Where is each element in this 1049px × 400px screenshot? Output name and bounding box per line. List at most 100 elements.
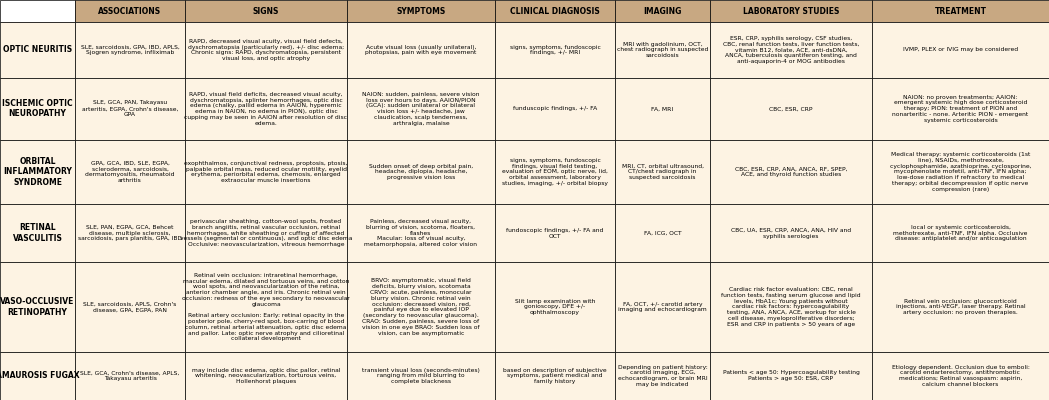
Text: Painless, decreased visual acuity,
blurring of vision, scotoma, floaters,
flashe: Painless, decreased visual acuity, blurr…: [364, 219, 477, 247]
Bar: [710, 352, 872, 400]
Bar: [495, 22, 615, 78]
Bar: [615, 22, 710, 78]
Text: RAPD, decreased visual acuity, visual field defects,
dyschromatopsia (particular: RAPD, decreased visual acuity, visual fi…: [188, 39, 344, 61]
Bar: [0, 352, 74, 400]
Text: ISCHEMIC OPTIC
NEUROPATHY: ISCHEMIC OPTIC NEUROPATHY: [2, 99, 72, 118]
Bar: [347, 22, 495, 78]
Text: may include disc edema, optic disc pallor, retinal
whitening, neovascularization: may include disc edema, optic disc pallo…: [192, 368, 340, 384]
Text: CLINICAL DIAGNOSIS: CLINICAL DIAGNOSIS: [510, 6, 600, 16]
Bar: [185, 352, 347, 400]
Bar: [495, 78, 615, 140]
Text: ASSOCIATIONS: ASSOCIATIONS: [99, 6, 162, 16]
Bar: [495, 352, 615, 400]
Bar: [74, 140, 185, 204]
Bar: [615, 78, 710, 140]
Bar: [872, 0, 1049, 22]
Text: VASO-OCCLUSIVE
RETINOPATHY: VASO-OCCLUSIVE RETINOPATHY: [0, 297, 74, 317]
Bar: [185, 0, 347, 22]
Bar: [615, 262, 710, 352]
Text: SLE, GCA, PAN, Takayasu
arteritis, EGPA, Crohn's disease,
GPA: SLE, GCA, PAN, Takayasu arteritis, EGPA,…: [82, 100, 178, 117]
Text: Slit lamp examination with
gonioscopy, DFE +/-
ophthalmoscopy: Slit lamp examination with gonioscopy, D…: [515, 299, 595, 315]
Bar: [495, 0, 615, 22]
Bar: [74, 352, 185, 400]
Bar: [74, 262, 185, 352]
Text: RAPD, visual field deficits, decreased visual acuity,
dyschromatopsia, splinter : RAPD, visual field deficits, decreased v…: [185, 92, 347, 126]
Text: Sudden onset of deep orbital pain,
headache, diplopia, headache,
progressive vis: Sudden onset of deep orbital pain, heada…: [369, 164, 473, 180]
Text: fundoscopic findings, +/- FA and
OCT: fundoscopic findings, +/- FA and OCT: [507, 228, 603, 238]
Text: ORBITAL
INFLAMMATORY
SYNDROME: ORBITAL INFLAMMATORY SYNDROME: [3, 157, 72, 187]
Bar: [872, 204, 1049, 262]
Text: FA, MRI: FA, MRI: [651, 106, 673, 111]
Text: TREATMENT: TREATMENT: [935, 6, 986, 16]
Bar: [710, 0, 872, 22]
Bar: [615, 204, 710, 262]
Bar: [0, 204, 74, 262]
Bar: [347, 352, 495, 400]
Bar: [347, 262, 495, 352]
Text: Etiology dependent. Occlusion due to emboli:
carotid endarterectomy, antithrombo: Etiology dependent. Occlusion due to emb…: [892, 365, 1029, 387]
Bar: [872, 262, 1049, 352]
Text: SIGNS: SIGNS: [253, 6, 279, 16]
Text: SLE, sarcoidosis, GPA, IBD, APLS,
Sjogren syndrome, infliximab: SLE, sarcoidosis, GPA, IBD, APLS, Sjogre…: [81, 44, 179, 55]
Bar: [872, 352, 1049, 400]
Bar: [872, 22, 1049, 78]
Bar: [74, 0, 185, 22]
Bar: [185, 22, 347, 78]
Text: based on description of subjective
symptoms, patient medical and
family history: based on description of subjective sympt…: [504, 368, 606, 384]
Bar: [710, 140, 872, 204]
Text: FA, OCT, +/- carotid artery
imaging and echocardiogram: FA, OCT, +/- carotid artery imaging and …: [618, 302, 707, 312]
Text: IMAGING: IMAGING: [643, 6, 682, 16]
Text: SYMPTOMS: SYMPTOMS: [397, 6, 446, 16]
Text: local or systemic corticosteroids,
methotrexate, anti-TNF, IFN alpha. Occlusive
: local or systemic corticosteroids, metho…: [894, 225, 1028, 242]
Text: ESR, CRP, syphilis serology, CSF studies,
CBC, renal function tests, liver funct: ESR, CRP, syphilis serology, CSF studies…: [723, 36, 859, 64]
Text: AMAUROSIS FUGAX: AMAUROSIS FUGAX: [0, 371, 80, 380]
Text: Depending on patient history:
carotid imaging, ECG,
echocardiogram, or brain MRI: Depending on patient history: carotid im…: [618, 365, 707, 387]
Text: Cardiac risk factor evaluation: CBC, renal
function tests, fasting serum glucose: Cardiac risk factor evaluation: CBC, ren…: [722, 287, 861, 327]
Text: Patients < age 50: Hypercoagulability testing
Patients > age 50: ESR, CRP: Patients < age 50: Hypercoagulability te…: [723, 370, 859, 381]
Bar: [615, 0, 710, 22]
Text: NAION: sudden, painless, severe vision
loss over hours to days. AAION/PION
(GCA): NAION: sudden, painless, severe vision l…: [362, 92, 479, 126]
Text: NAION: no proven treatments; AAION:
emergent systemic high dose corticosteroid
t: NAION: no proven treatments; AAION: emer…: [893, 95, 1029, 123]
Bar: [615, 140, 710, 204]
Bar: [710, 204, 872, 262]
Bar: [74, 78, 185, 140]
Bar: [872, 140, 1049, 204]
Text: perivascular sheathing, cotton-wool spots, frosted
branch angiitis, retinal vasc: perivascular sheathing, cotton-wool spot…: [179, 219, 352, 247]
Text: FA, ICG, OCT: FA, ICG, OCT: [644, 231, 681, 236]
Text: SLE, sarcoidosis, APLS, Crohn's
disease, GPA, EGPA, PAN: SLE, sarcoidosis, APLS, Crohn's disease,…: [83, 302, 176, 312]
Text: LABORATORY STUDIES: LABORATORY STUDIES: [743, 6, 839, 16]
Bar: [185, 204, 347, 262]
Text: MRI, CT, orbital ultrasound,
CT/chest radiograph in
suspected sarcoidosis: MRI, CT, orbital ultrasound, CT/chest ra…: [621, 164, 704, 180]
Text: Retinal vein occlusion: intraretinal hemorrhage,
macular edema, dilated and tort: Retinal vein occlusion: intraretinal hem…: [183, 272, 350, 341]
Text: signs, symptoms, fundoscopic
findings, +/- MRI: signs, symptoms, fundoscopic findings, +…: [510, 44, 600, 55]
Text: CBC, ESR, CRP, ANA, ANCA, RF, SPEP,
ACE, and thyroid function studies: CBC, ESR, CRP, ANA, ANCA, RF, SPEP, ACE,…: [734, 166, 848, 177]
Bar: [710, 22, 872, 78]
Text: GPA, GCA, IBD, SLE, EGPA,
scleroderma, sarcoidosis,
dermatomyositis, rheumatoid
: GPA, GCA, IBD, SLE, EGPA, scleroderma, s…: [85, 161, 175, 183]
Text: Medical therapy: systemic corticosteroids (1st
line), NSAIDs, methotrexate,
cycl: Medical therapy: systemic corticosteroid…: [890, 152, 1031, 192]
Bar: [710, 78, 872, 140]
Text: signs, symptoms, fundoscopic
findings, visual field testing,
evaluation of EOM, : signs, symptoms, fundoscopic findings, v…: [502, 158, 608, 186]
Text: exophthalmos, conjunctival redness, proptosis, ptosis,
palpable orbital mass, re: exophthalmos, conjunctival redness, prop…: [185, 161, 347, 183]
Bar: [347, 140, 495, 204]
Bar: [0, 140, 74, 204]
Text: SLE, PAN, EGPA, GCA, Behcet
disease, multiple sclerosis,
sarcoidosis, pars plani: SLE, PAN, EGPA, GCA, Behcet disease, mul…: [78, 225, 183, 242]
Text: RETINAL
VASCULITIS: RETINAL VASCULITIS: [13, 224, 63, 243]
Text: SLE, GCA, Crohn's disease, APLS,
Takayasu arteritis: SLE, GCA, Crohn's disease, APLS, Takayas…: [81, 370, 179, 381]
Text: CBC, ESR, CRP: CBC, ESR, CRP: [769, 106, 813, 111]
Text: OPTIC NEURITIS: OPTIC NEURITIS: [3, 46, 72, 54]
Bar: [74, 204, 185, 262]
Text: CBC, UA, ESR, CRP, ANCA, ANA, HIV and
syphilis serologies: CBC, UA, ESR, CRP, ANCA, ANA, HIV and sy…: [731, 228, 851, 238]
Bar: [185, 262, 347, 352]
Bar: [0, 262, 74, 352]
Bar: [185, 78, 347, 140]
Bar: [710, 262, 872, 352]
Bar: [495, 140, 615, 204]
Bar: [185, 140, 347, 204]
Bar: [0, 78, 74, 140]
Bar: [0, 0, 74, 22]
Bar: [0, 22, 74, 78]
Text: BRVO: asymptomatic, visual field
deficits, blurry vision, scotomata
CRVO: acute,: BRVO: asymptomatic, visual field deficit…: [362, 278, 479, 336]
Bar: [74, 22, 185, 78]
Text: IVMP, PLEX or IVIG may be considered: IVMP, PLEX or IVIG may be considered: [903, 48, 1019, 52]
Bar: [872, 78, 1049, 140]
